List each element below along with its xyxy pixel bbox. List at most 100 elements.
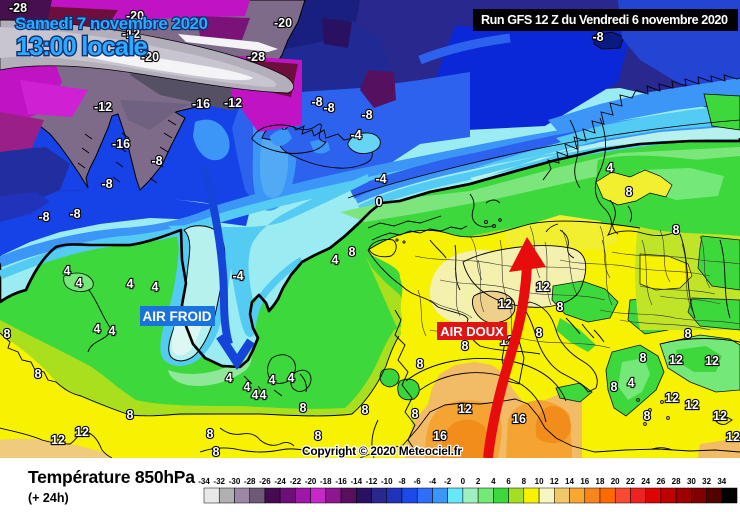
svg-text:12: 12 [550,477,559,486]
svg-text:8: 8 [4,327,11,341]
svg-text:-22: -22 [290,477,302,486]
svg-text:-26: -26 [259,477,271,486]
svg-text:Run GFS 12 Z du Vendredi 6 nov: Run GFS 12 Z du Vendredi 6 novembre 2020 [481,13,728,27]
svg-text:-8: -8 [592,30,603,44]
svg-text:34: 34 [717,477,726,486]
svg-text:-28: -28 [244,477,256,486]
svg-text:-14: -14 [351,477,363,486]
svg-text:Température 850hPa: Température 850hPa [28,467,195,487]
svg-text:-10: -10 [381,477,393,486]
svg-text:Samedi 7 novembre 2020: Samedi 7 novembre 2020 [15,14,208,33]
svg-text:-8: -8 [69,207,80,221]
svg-text:26: 26 [656,477,665,486]
svg-text:8: 8 [417,357,424,371]
svg-text:-8: -8 [361,108,372,122]
svg-text:4: 4 [127,277,134,291]
svg-text:4: 4 [76,276,83,290]
svg-text:8: 8 [557,300,564,314]
svg-text:8: 8 [35,367,42,381]
svg-text:8: 8 [127,408,134,422]
svg-text:10: 10 [535,477,544,486]
svg-text:-4: -4 [375,172,386,186]
svg-text:12: 12 [669,353,683,367]
svg-text:32: 32 [702,477,711,486]
svg-text:-20: -20 [274,16,292,30]
svg-text:-4: -4 [232,269,243,283]
svg-text:12: 12 [665,391,679,405]
svg-text:-34: -34 [198,477,210,486]
svg-text:16: 16 [433,429,447,443]
svg-text:4: 4 [252,388,259,402]
svg-text:12: 12 [713,409,727,423]
svg-text:-20: -20 [126,9,144,23]
svg-text:8: 8 [536,326,543,340]
svg-text:4: 4 [491,477,496,486]
svg-text:8: 8 [462,339,469,353]
svg-text:12: 12 [458,402,472,416]
svg-text:12: 12 [685,398,699,412]
svg-text:-16: -16 [112,137,130,151]
svg-text:8: 8 [362,403,369,417]
svg-text:-8: -8 [323,101,334,115]
svg-text:4: 4 [628,376,635,390]
svg-text:8: 8 [300,401,307,415]
svg-text:-8: -8 [151,154,162,168]
svg-text:22: 22 [626,477,635,486]
svg-text:12: 12 [726,430,740,444]
svg-text:-8: -8 [101,177,112,191]
svg-text:8: 8 [626,185,633,199]
svg-text:4: 4 [332,253,339,267]
svg-text:-20: -20 [305,477,317,486]
svg-text:12: 12 [51,433,65,447]
svg-text:-12: -12 [224,96,242,110]
svg-text:-12: -12 [94,100,112,114]
svg-text:13:00 locale: 13:00 locale [16,31,148,61]
svg-text:18: 18 [596,477,605,486]
svg-text:-24: -24 [274,477,286,486]
svg-text:-18: -18 [320,477,332,486]
svg-text:-8: -8 [311,95,322,109]
svg-text:14: 14 [565,477,574,486]
svg-text:4: 4 [64,264,71,278]
svg-text:8: 8 [213,445,220,459]
svg-text:Copyright © 2020 Meteociel.fr: Copyright © 2020 Meteociel.fr [302,444,462,458]
svg-text:8: 8 [685,327,692,341]
svg-text:AIR FROID: AIR FROID [143,309,212,324]
svg-text:8: 8 [522,477,527,486]
svg-text:12: 12 [498,297,512,311]
svg-text:0: 0 [376,195,383,209]
svg-text:4: 4 [94,322,101,336]
svg-text:4: 4 [226,371,233,385]
svg-text:20: 20 [611,477,620,486]
svg-text:-28: -28 [247,50,265,64]
svg-text:-30: -30 [229,477,241,486]
svg-text:4: 4 [607,161,614,175]
svg-text:4: 4 [109,324,116,338]
svg-text:-16: -16 [335,477,347,486]
svg-text:4: 4 [260,388,267,402]
svg-text:0: 0 [461,477,466,486]
svg-text:12: 12 [75,425,89,439]
svg-text:12: 12 [705,354,719,368]
svg-text:16: 16 [512,412,526,426]
svg-text:8: 8 [315,429,322,443]
svg-text:-4: -4 [350,128,361,142]
svg-text:4: 4 [152,280,159,294]
svg-text:8: 8 [640,351,647,365]
svg-text:-16: -16 [192,97,210,111]
svg-text:8: 8 [349,245,356,259]
svg-text:-12: -12 [122,27,140,41]
svg-text:-28: -28 [9,1,27,15]
svg-text:8: 8 [412,407,419,421]
svg-text:4: 4 [244,380,251,394]
svg-text:30: 30 [687,477,696,486]
svg-text:-8: -8 [38,210,49,224]
svg-text:-6: -6 [414,477,422,486]
svg-text:-12: -12 [366,477,378,486]
svg-text:28: 28 [672,477,681,486]
svg-text:8: 8 [207,427,214,441]
svg-text:-4: -4 [429,477,437,486]
svg-text:8: 8 [644,409,651,423]
svg-text:4: 4 [269,373,276,387]
svg-text:-32: -32 [213,477,225,486]
